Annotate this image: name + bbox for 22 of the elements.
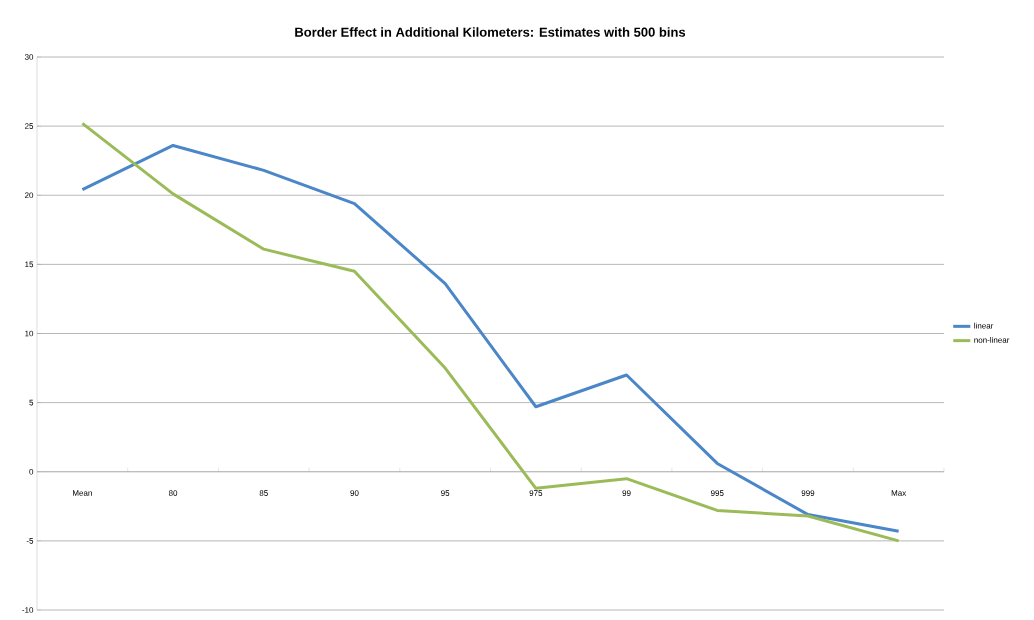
x-tick-label: 85 [259, 490, 268, 496]
x-tick-label: Max [891, 490, 907, 496]
y-tick-label: 10 [25, 330, 34, 337]
x-tick-label: Mean [73, 490, 92, 496]
x-tick-label: 999 [801, 490, 815, 496]
y-tick-label: 15 [25, 261, 34, 268]
y-tick-label: -5 [26, 538, 34, 544]
y-tick-label: 25 [24, 123, 34, 129]
y-tick-label: 20 [24, 192, 34, 199]
y-tick-label: 30 [24, 54, 34, 60]
x-tick-label: 90 [350, 490, 359, 496]
y-tick-label: -10 [22, 607, 34, 613]
legend-label: linear [974, 322, 994, 329]
x-tick-label: 95 [441, 490, 450, 496]
y-tick-label: 5 [29, 399, 34, 406]
x-tick-label: 80 [168, 490, 178, 496]
y-tick-label: 0 [29, 468, 34, 475]
chart-title: Border Effect in Additional Kilometers: Estimates with 500 bins [295, 27, 686, 37]
legend-label: non-linear [974, 336, 1010, 343]
x-tick-label: 995 [710, 490, 724, 496]
x-tick-label: 975 [529, 490, 543, 496]
x-tick-label: 99 [622, 490, 631, 496]
